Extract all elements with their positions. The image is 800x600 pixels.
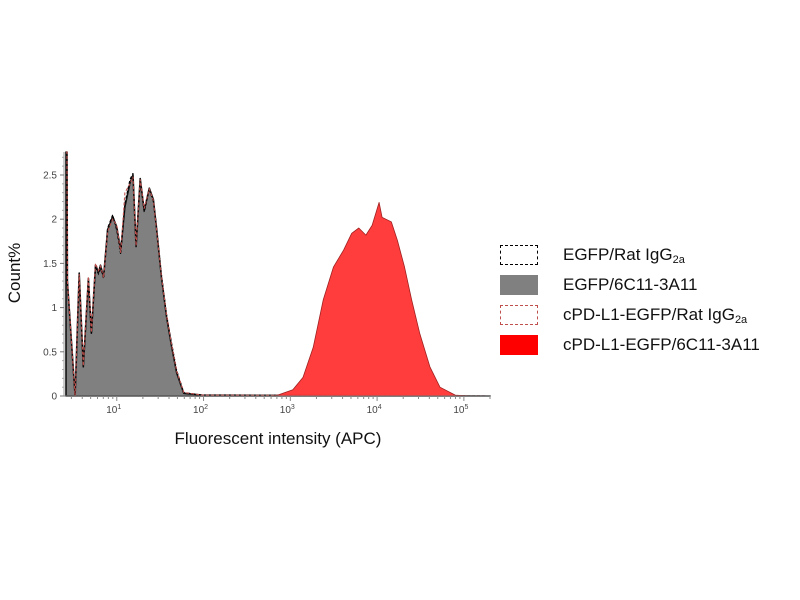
legend-label-main: cPD-L1-EGFP/6C11-3A11: [563, 335, 760, 354]
legend-swatch: [500, 335, 538, 355]
y-tick-label: 1: [51, 303, 57, 314]
x-tick-label: 105: [453, 404, 468, 416]
legend-label: EGFP/Rat IgG2a: [563, 245, 685, 266]
y-tick-label: 0: [51, 392, 57, 403]
legend-swatch: [500, 245, 538, 265]
legend-swatch: [500, 275, 538, 295]
x-axis-title: Fluorescent intensity (APC): [175, 429, 382, 448]
legend-item: EGFP/6C11-3A11: [500, 270, 760, 300]
x-tick-base: 10: [453, 405, 465, 416]
legend-label-main: cPD-L1-EGFP/Rat IgG: [563, 304, 735, 324]
series-layer: [65, 151, 491, 397]
legend-swatch: [500, 305, 538, 325]
x-tick-base: 10: [106, 405, 118, 416]
y-tick-label: 1.5: [43, 259, 57, 270]
x-tick-exponent: 3: [291, 404, 295, 411]
legend-item: cPD-L1-EGFP/Rat IgG2a: [500, 300, 760, 330]
x-tick-base: 10: [280, 405, 292, 416]
x-tick-exponent: 5: [464, 404, 468, 411]
legend-item: EGFP/Rat IgG2a: [500, 240, 760, 270]
x-tick-label: 101: [106, 404, 121, 416]
legend: EGFP/Rat IgG2a EGFP/6C11-3A11 cPD-L1-EGFP/…: [500, 240, 760, 360]
x-tick-base: 10: [193, 405, 205, 416]
legend-label-main: EGFP/6C11-3A11: [563, 275, 698, 294]
x-tick-exponent: 4: [378, 404, 382, 411]
legend-label-subscript: 2a: [672, 253, 685, 266]
x-tick-label: 102: [193, 404, 208, 416]
x-tick-exponent: 1: [117, 404, 121, 411]
legend-label: cPD-L1-EGFP/Rat IgG2a: [563, 305, 747, 326]
y-tick-label: 2.5: [43, 170, 57, 181]
y-axis-title: Count%: [5, 243, 24, 303]
legend-label-subscript: 2a: [734, 313, 748, 326]
x-tick-base: 10: [367, 405, 379, 416]
x-tick-exponent: 2: [204, 404, 208, 411]
legend-label-main: EGFP/Rat IgG: [563, 244, 673, 264]
series-cpd-l1-egfp-6c11-3a11: [65, 202, 491, 397]
x-tick-label: 104: [367, 404, 382, 416]
legend-label: cPD-L1-EGFP/6C11-3A11: [563, 335, 760, 355]
legend-item: cPD-L1-EGFP/6C11-3A11: [500, 330, 760, 360]
x-tick-label: 103: [280, 404, 295, 416]
series-cpd-l1-egfp-rat-igg2a: [66, 151, 491, 397]
legend-label: EGFP/6C11-3A11: [563, 275, 698, 295]
y-tick-label: 2: [51, 215, 57, 226]
y-tick-label: 0.5: [43, 347, 57, 358]
